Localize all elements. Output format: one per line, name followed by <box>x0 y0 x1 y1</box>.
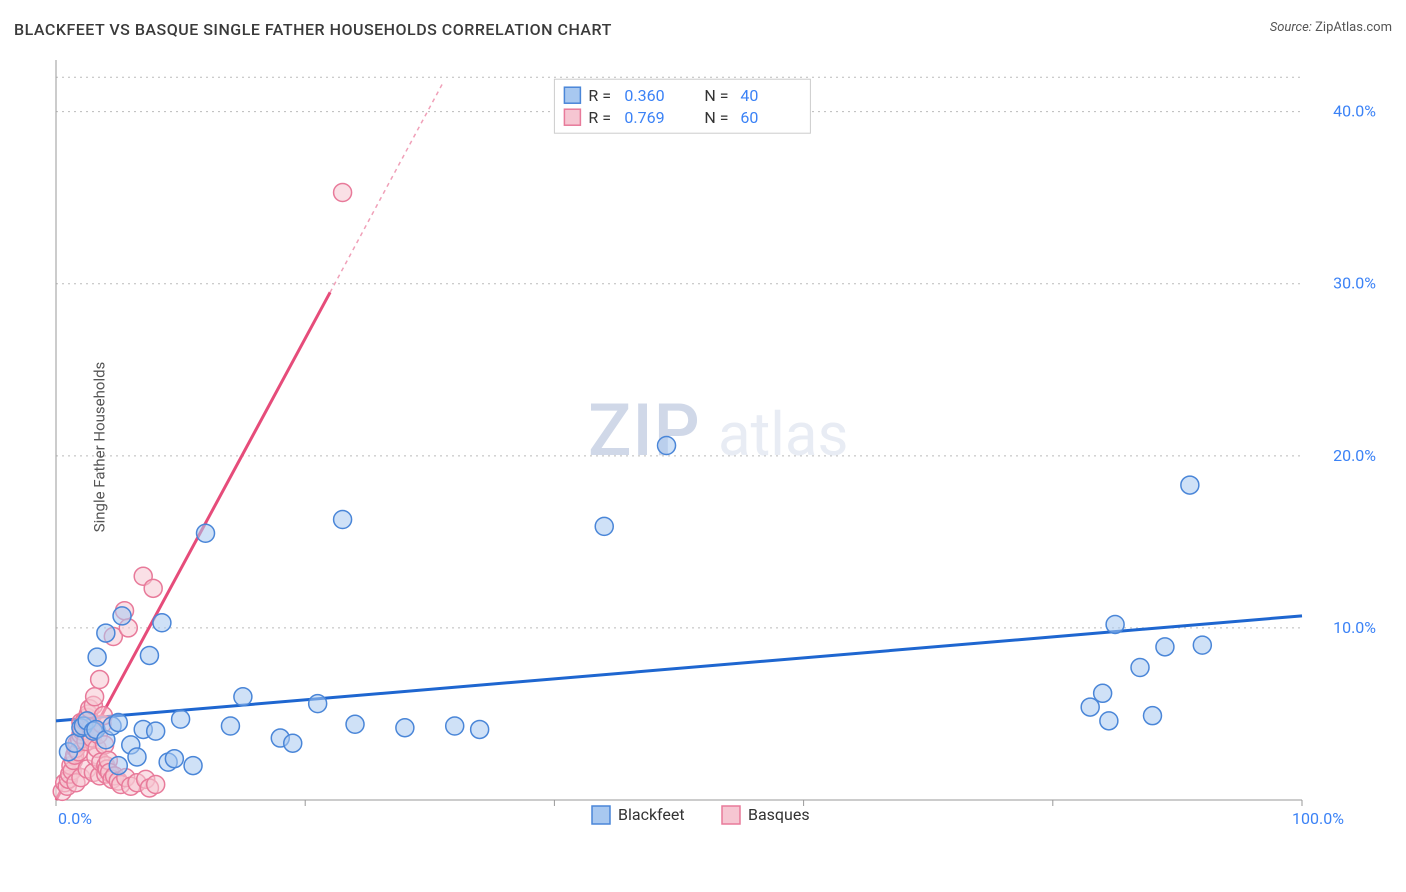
bottom-legend-basques: Basques <box>748 805 810 824</box>
scatter-point-blackfeet <box>197 524 215 542</box>
scatter-point-blackfeet <box>1193 636 1211 654</box>
x-tick-label-min: 0.0% <box>58 809 92 828</box>
legend-n-label: N = <box>704 108 728 127</box>
legend-n-basques: 60 <box>740 108 758 127</box>
scatter-point-basques <box>334 184 352 202</box>
scatter-point-blackfeet <box>1143 707 1161 725</box>
scatter-point-blackfeet <box>1181 476 1199 494</box>
scatter-point-blackfeet <box>346 715 364 733</box>
scatter-point-blackfeet <box>446 717 464 735</box>
scatter-point-blackfeet <box>165 750 183 768</box>
scatter-point-blackfeet <box>88 648 106 666</box>
scatter-point-blackfeet <box>140 646 158 664</box>
scatter-point-basques <box>91 671 109 689</box>
legend-n-blackfeet: 40 <box>740 86 758 105</box>
y-tick-label: 20.0% <box>1333 446 1376 465</box>
scatter-point-blackfeet <box>1106 615 1124 633</box>
plot-svg: 10.0% 20.0% 30.0% 40.0% 0.0% 100.0% ZIPatlas R … <box>52 52 1392 842</box>
scatter-point-blackfeet <box>1094 684 1112 702</box>
scatter-point-blackfeet <box>153 614 171 632</box>
legend-n-label: N = <box>704 86 728 105</box>
legend-r-label: R = <box>588 86 611 105</box>
scatter-point-blackfeet <box>172 710 190 728</box>
scatter-point-blackfeet <box>128 748 146 766</box>
scatter-point-blackfeet <box>97 624 115 642</box>
scatter-point-blackfeet <box>471 720 489 738</box>
y-tick-label: 10.0% <box>1333 618 1376 637</box>
scatter-point-blackfeet <box>1100 712 1118 730</box>
legend-r-blackfeet: 0.360 <box>624 86 664 105</box>
scatter-point-blackfeet <box>184 757 202 775</box>
chart-title: BLACKFEET VS BASQUE SINGLE FATHER HOUSEH… <box>14 20 612 39</box>
x-tick-label-max: 100.0% <box>1292 809 1344 828</box>
scatter-point-blackfeet <box>234 688 252 706</box>
scatter-point-blackfeet <box>658 436 676 454</box>
bottom-swatch-blackfeet <box>592 806 610 824</box>
scatter-point-blackfeet <box>595 517 613 535</box>
scatter-point-blackfeet <box>113 607 131 625</box>
legend-swatch-blackfeet <box>564 87 580 103</box>
source-attribution: Source: ZipAtlas.com <box>1270 20 1392 35</box>
scatter-point-blackfeet <box>109 757 127 775</box>
legend-r-basques: 0.769 <box>624 108 664 127</box>
bottom-swatch-basques <box>722 806 740 824</box>
legend-r-label: R = <box>588 108 611 127</box>
scatter-point-blackfeet <box>309 695 327 713</box>
scatter-point-blackfeet <box>396 719 414 737</box>
scatter-point-blackfeet <box>334 510 352 528</box>
scatter-point-blackfeet <box>147 722 165 740</box>
scatter-point-blackfeet <box>1131 658 1149 676</box>
scatter-point-basques <box>147 776 165 794</box>
scatter-plot: Single Father Households 10.0%20.0%30.0%… <box>52 52 1392 842</box>
watermark: atlas <box>718 399 848 470</box>
legend-swatch-basques <box>564 109 580 125</box>
bottom-legend-blackfeet: Blackfeet <box>618 805 685 824</box>
watermark: ZIP <box>588 388 701 473</box>
scatter-point-blackfeet <box>109 714 127 732</box>
scatter-point-basques <box>144 579 162 597</box>
y-tick-label: 30.0% <box>1333 274 1376 293</box>
y-tick-label: 40.0% <box>1333 102 1376 121</box>
scatter-point-blackfeet <box>1156 638 1174 656</box>
scatter-point-blackfeet <box>284 734 302 752</box>
scatter-point-basques <box>86 688 104 706</box>
scatter-point-blackfeet <box>221 717 239 735</box>
